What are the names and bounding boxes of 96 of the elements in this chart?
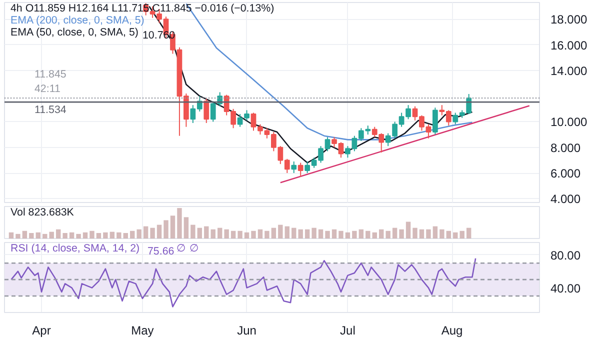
bar: [82, 232, 88, 238]
y-tick-label: 14.000: [550, 64, 588, 78]
candlestick: [291, 160, 297, 174]
bar: [292, 228, 296, 238]
bar: [460, 230, 464, 238]
bar: [69, 232, 74, 238]
bar: [16, 234, 20, 238]
bar: [426, 229, 431, 238]
y-tick-label: 6.000: [550, 166, 581, 181]
bar: [325, 230, 330, 238]
series-label: EMA (50, close, 0, SMA, 5): [10, 26, 138, 38]
bar: [466, 228, 472, 238]
candlestick: [432, 107, 438, 136]
bar: [96, 233, 102, 238]
bar: [164, 220, 168, 238]
bar: [8, 232, 14, 238]
bar: [386, 230, 390, 238]
bar: [432, 226, 438, 238]
ref-line-label: 11.534: [34, 104, 66, 116]
bar: [56, 229, 61, 238]
bar: [446, 230, 452, 238]
bar: [177, 208, 182, 238]
bar: [271, 228, 276, 238]
y-tick-label: 18.000: [550, 12, 588, 27]
bar: [224, 229, 229, 238]
bar: [379, 229, 384, 238]
bar: [318, 229, 324, 238]
bar: [453, 232, 458, 238]
bar: [264, 230, 270, 238]
bar: [332, 229, 337, 238]
bar: [156, 224, 162, 238]
bar: [399, 229, 404, 238]
bar: [190, 224, 196, 238]
bar: [358, 229, 364, 238]
bar: [298, 229, 303, 238]
bar: [150, 228, 155, 238]
bar: [76, 234, 81, 238]
bar: [103, 232, 108, 238]
bar: [110, 232, 115, 238]
bar: [304, 229, 310, 238]
text: EMA (200, close, 0, SMA, 5): [10, 14, 144, 26]
bar: [345, 232, 350, 238]
x-tick-label: Apr: [32, 324, 51, 338]
x-tick-label: Aug: [441, 324, 463, 338]
bar: [42, 234, 48, 238]
bar: [123, 233, 128, 238]
y-tick-label: 10.000: [550, 115, 588, 130]
bar: [184, 217, 189, 238]
y-tick-label: 4.000: [550, 192, 581, 206]
bar: [278, 224, 283, 238]
chart-title: Vol 823.683K: [10, 206, 74, 218]
bar: [217, 228, 222, 238]
y-tick-label: 8.000: [550, 140, 581, 155]
annotation: 75.66: [148, 246, 174, 258]
bar: [36, 232, 41, 238]
bar: [22, 230, 28, 238]
bar: [116, 232, 122, 238]
bar: [440, 229, 444, 238]
bar: [392, 228, 398, 238]
bar: [170, 216, 176, 238]
x-tick-label: May: [131, 324, 154, 338]
bar: [130, 230, 135, 238]
y-tick-label: 16.000: [550, 38, 588, 52]
bar: [338, 230, 344, 238]
bar: [90, 230, 94, 238]
bar: [29, 233, 34, 238]
bar: [136, 229, 142, 238]
bar: [372, 232, 377, 238]
candlestick: [298, 162, 304, 178]
bar: [230, 230, 236, 238]
bar: [284, 226, 290, 238]
y-tick-label: 80.00: [550, 248, 581, 262]
bar: [419, 229, 424, 238]
bar: [62, 233, 68, 238]
bar: [352, 230, 357, 238]
bar: [210, 229, 216, 238]
x-tick-label: Jul: [340, 324, 356, 338]
ref-line-label: 11.845 42:11: [34, 68, 66, 96]
bar: [258, 229, 263, 238]
line-series: [10, 258, 476, 308]
candlestick: [204, 98, 210, 124]
bar: [197, 228, 202, 238]
bar: [251, 230, 256, 238]
bar: [312, 228, 316, 238]
bar: [406, 222, 411, 238]
bar: [49, 232, 54, 238]
annotation: ∅ ∅: [176, 242, 200, 254]
bar: [366, 230, 370, 238]
series-label: RSI (14, close, SMA, 14, 2): [10, 242, 140, 254]
y-tick-label: 40.00: [550, 281, 581, 296]
bar: [143, 226, 148, 238]
bar: [204, 226, 209, 238]
bar: [412, 228, 418, 238]
x-tick-label: Jun: [237, 324, 256, 338]
bar: [244, 232, 250, 238]
bar: [238, 230, 242, 238]
